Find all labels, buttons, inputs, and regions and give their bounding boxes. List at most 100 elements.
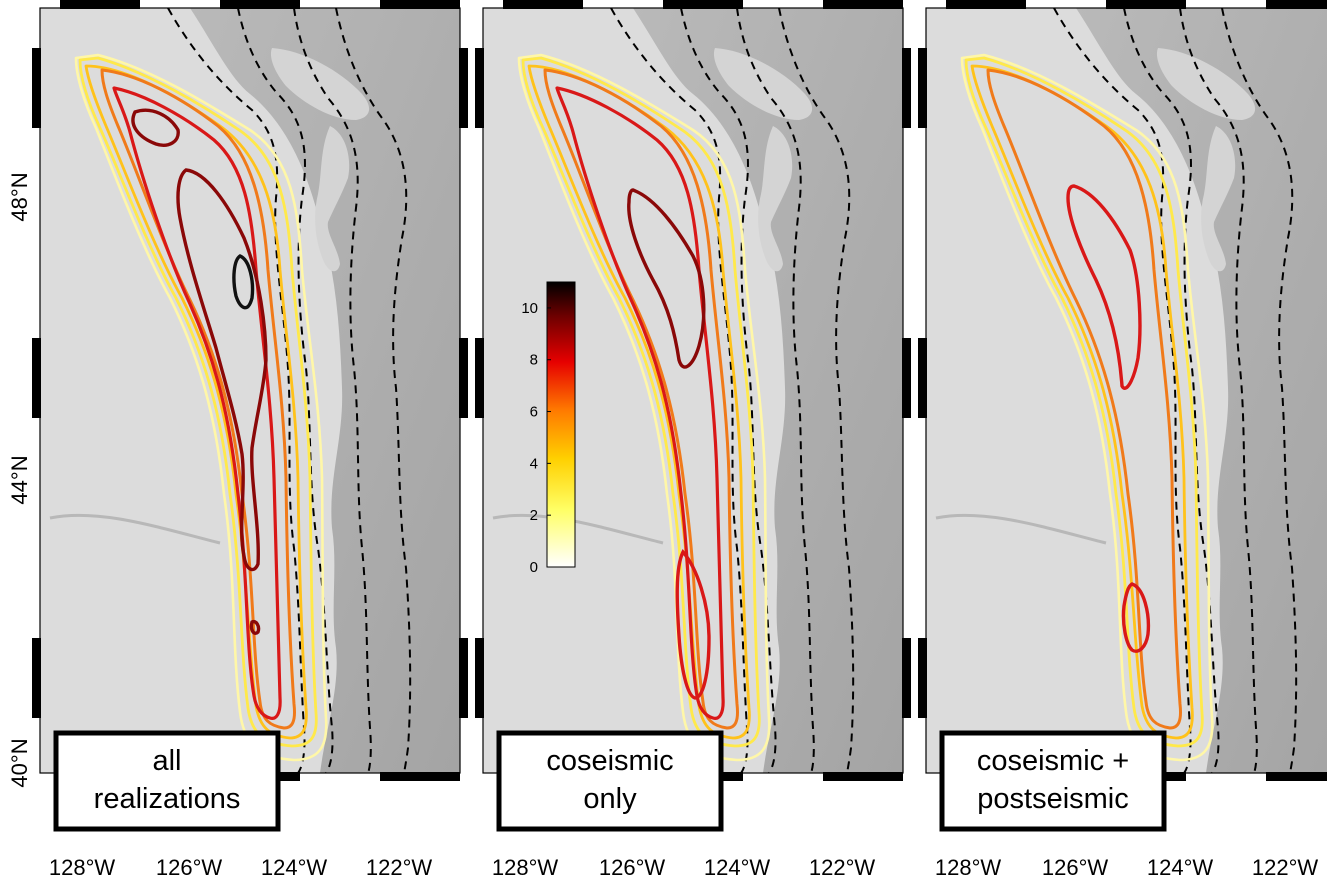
slab-depth-contour-4 — [1221, 8, 1298, 773]
inland-water — [270, 48, 370, 272]
slab-depth-contour-1 — [610, 8, 749, 773]
panel-label-line-2: realizations — [94, 783, 241, 815]
slab-depth-contour-3 — [1179, 8, 1258, 773]
fracture-zone — [49, 513, 221, 545]
probability-contour-inner-1 — [1066, 184, 1142, 390]
panel-label-box — [939, 730, 1167, 832]
inland-water — [713, 48, 813, 272]
probability-contour-4 — [986, 68, 1182, 730]
probability-contour-inner-3 — [232, 254, 255, 310]
colorbar-tick-label: 10 — [521, 300, 538, 317]
frame-segment — [459, 48, 468, 128]
x-tick-label: 122°W — [1252, 855, 1319, 880]
y-tick-label: 44°N — [7, 455, 32, 504]
frame-segment — [946, 0, 1026, 9]
frame-segment — [380, 0, 460, 9]
x-tick-label: 122°W — [366, 855, 433, 880]
slab-depth-contour-4 — [335, 8, 412, 773]
y-tick-label: 48°N — [7, 172, 32, 221]
slab-depth-contour-2 — [1123, 8, 1220, 773]
x-tick-label: 124°W — [1147, 855, 1214, 880]
slab-depth-contour-1 — [167, 8, 306, 773]
probability-contour-3 — [84, 64, 308, 740]
frame-segment — [823, 772, 903, 781]
probability-contour-inner-1 — [627, 188, 706, 369]
frame-segment — [902, 48, 911, 128]
frame-segment — [918, 638, 927, 718]
probability-contour-3 — [527, 64, 751, 740]
colorbar-tick-label: 8 — [530, 352, 538, 369]
panel-label-coseismic: coseismic only — [496, 730, 724, 832]
inland-water — [1156, 48, 1256, 272]
probability-contour-5 — [112, 86, 282, 720]
probability-contour-2 — [78, 56, 318, 748]
panel-label-cps: coseismic + postseismic — [939, 730, 1167, 832]
frame-segment — [902, 638, 911, 718]
panel-label-line-1: coseismic — [546, 745, 673, 777]
map-area — [926, 8, 1327, 773]
probability-contour-1 — [960, 53, 1214, 762]
frame-segment — [918, 338, 927, 418]
x-tick-label: 126°W — [1042, 855, 1109, 880]
probability-contour-1 — [517, 53, 771, 762]
x-tick-label: 124°W — [261, 855, 328, 880]
frame-segment — [459, 638, 468, 718]
panel-label-all: all realizations — [53, 730, 281, 832]
frame-segment — [823, 0, 903, 9]
slab-depth-contour-2 — [237, 8, 334, 773]
frame-segment — [32, 338, 41, 418]
y-tick-label: 40°N — [7, 738, 32, 787]
probability-contour-inner-4 — [249, 619, 261, 635]
colorbar-tick-label: 2 — [530, 507, 538, 524]
map-panel-coseismic: coseismic only 128°W 126°W 124°W 122°W — [475, 0, 911, 880]
frame-segment — [918, 48, 927, 128]
frame-segment — [902, 338, 911, 418]
panel-label-box — [53, 730, 281, 832]
slab-depth-contour-3 — [736, 8, 815, 773]
map-area — [40, 8, 460, 773]
probability-contour-inner-2 — [176, 168, 268, 572]
probability-contour-2 — [964, 56, 1204, 748]
frame-segment — [459, 338, 468, 418]
probability-contour-inner-1 — [131, 108, 180, 147]
x-tick-label: 122°W — [809, 855, 876, 880]
frame-segment — [1266, 772, 1327, 781]
x-tick-label: 124°W — [704, 855, 771, 880]
x-tick-label: 126°W — [599, 855, 666, 880]
probability-contour-1 — [74, 53, 328, 762]
map-area — [483, 8, 903, 773]
colorbar-tick-label: 6 — [530, 404, 538, 421]
land — [1076, 8, 1327, 773]
land — [633, 8, 903, 773]
frame-segment — [380, 772, 460, 781]
slab-depth-contour-1 — [1053, 8, 1192, 773]
x-tick-label: 126°W — [156, 855, 223, 880]
probability-contour-3 — [970, 64, 1194, 740]
slab-depth-contour-4 — [778, 8, 855, 773]
x-tick-label: 128°W — [935, 855, 1002, 880]
panel-label-line-2: only — [583, 783, 637, 815]
panel-label-line-1: coseismic + — [977, 745, 1129, 777]
frame-segment — [1106, 0, 1186, 9]
fracture-zone — [935, 513, 1107, 545]
colorbar-tick-label: 4 — [530, 455, 538, 472]
frame-segment — [60, 0, 140, 9]
slab-depth-contour-3 — [293, 8, 372, 773]
colorbar-bar — [546, 281, 576, 568]
map-panel-all: all realizations 128°W 126°W 124°W 122°W — [32, 0, 468, 880]
panel-label-line-1: all — [152, 745, 181, 777]
frame-segment — [1266, 0, 1327, 9]
colorbar: 0 2 4 6 8 10 — [521, 281, 576, 576]
frame-segment — [32, 638, 41, 718]
x-tick-label: 128°W — [49, 855, 116, 880]
probability-contour-2 — [521, 56, 761, 748]
map-panel-cps: coseismic + postseismic 128°W 126°W 124°W 122… — [918, 0, 1327, 880]
frame-segment — [475, 48, 484, 128]
frame-segment — [663, 0, 743, 9]
frame-segment — [503, 0, 583, 9]
land — [190, 8, 460, 773]
probability-contour-inner-2 — [675, 548, 711, 700]
frame-segment — [32, 48, 41, 128]
frame-segment — [475, 638, 484, 718]
